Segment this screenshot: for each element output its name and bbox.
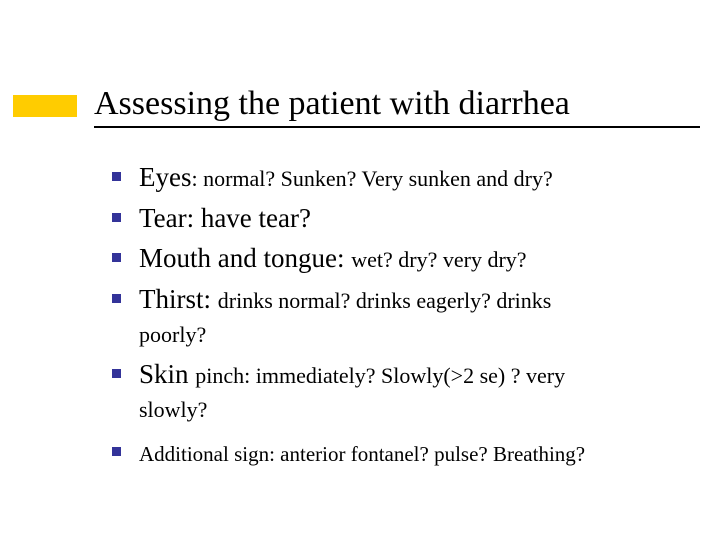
item-skin-rest2: slowly? <box>139 397 207 422</box>
bullet-icon <box>112 369 121 378</box>
bullet-icon <box>112 447 121 456</box>
bullet-icon <box>112 294 121 303</box>
list-item: Thirst: drinks normal? drinks eagerly? d… <box>112 282 682 351</box>
item-tear: Tear: have tear? <box>139 201 682 236</box>
bullet-icon <box>112 253 121 262</box>
item-eyes-lead: Eyes <box>139 162 191 192</box>
item-tear-lead: Tear: have tear? <box>139 203 311 233</box>
item-thirst: Thirst: drinks normal? drinks eagerly? d… <box>139 282 682 351</box>
slide: Assessing the patient with diarrhea Eyes… <box>0 0 720 540</box>
list-item: Tear: have tear? <box>112 201 682 236</box>
item-thirst-rest2: poorly? <box>139 322 206 347</box>
title-underline <box>94 126 700 128</box>
item-mouth: Mouth and tongue: wet? dry? very dry? <box>139 241 682 276</box>
list-item: Eyes: normal? Sunken? Very sunken and dr… <box>112 160 682 195</box>
title-wrap: Assessing the patient with diarrhea <box>94 84 674 123</box>
item-thirst-rest1: drinks normal? drinks eagerly? drinks <box>218 288 552 313</box>
body: Eyes: normal? Sunken? Very sunken and dr… <box>112 160 682 474</box>
list-item: Mouth and tongue: wet? dry? very dry? <box>112 241 682 276</box>
item-additional: Additional sign: anterior fontanel? puls… <box>139 440 682 468</box>
list-item: Additional sign: anterior fontanel? puls… <box>112 440 682 468</box>
item-eyes: Eyes: normal? Sunken? Very sunken and dr… <box>139 160 682 195</box>
item-skin: Skin pinch: immediately? Slowly(>2 se) ?… <box>139 357 682 426</box>
item-skin-lead: Skin <box>139 359 195 389</box>
item-mouth-rest: wet? dry? very dry? <box>351 247 526 272</box>
list-item: Skin pinch: immediately? Slowly(>2 se) ?… <box>112 357 682 426</box>
bullet-icon <box>112 172 121 181</box>
item-mouth-lead: Mouth and tongue: <box>139 243 351 273</box>
slide-title: Assessing the patient with diarrhea <box>94 84 674 123</box>
bullet-icon <box>112 213 121 222</box>
item-eyes-rest: : normal? Sunken? Very sunken and dry? <box>191 166 552 191</box>
item-additional-text: Additional sign: anterior fontanel? puls… <box>139 442 585 466</box>
accent-box <box>13 95 77 117</box>
item-thirst-lead: Thirst: <box>139 284 218 314</box>
item-skin-rest1: pinch: immediately? Slowly(>2 se) ? very <box>195 363 565 388</box>
